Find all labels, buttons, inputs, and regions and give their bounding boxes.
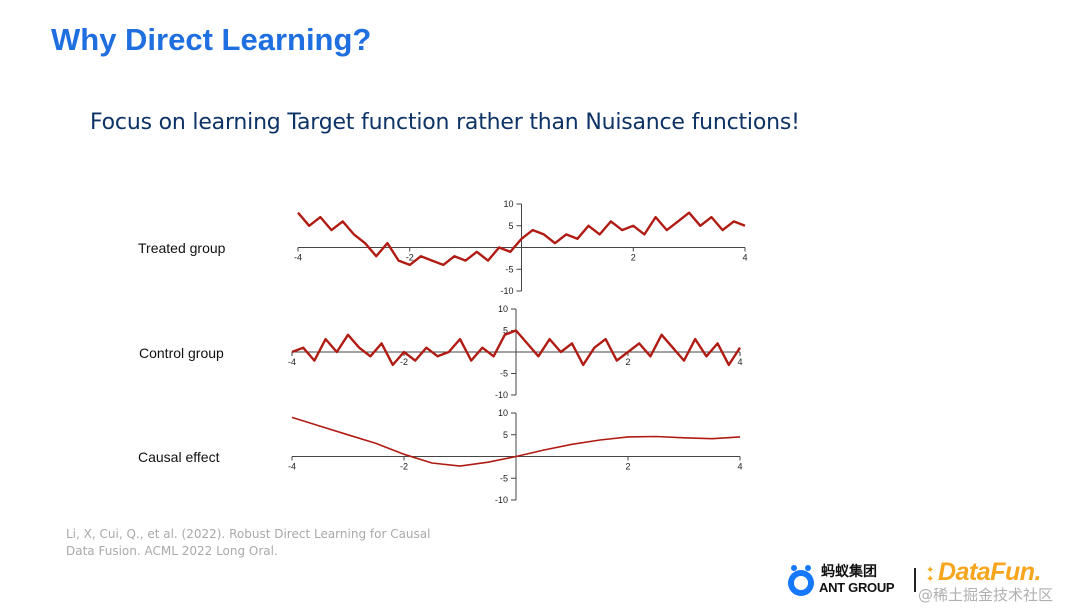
- slide-subtitle: Focus on learning Target function rather…: [90, 110, 800, 135]
- slide-title: Why Direct Learning?: [51, 22, 372, 57]
- y-tick-label: -10: [500, 286, 513, 296]
- y-tick-label: -10: [495, 495, 508, 505]
- row-label: Causal effect: [138, 449, 220, 465]
- x-tick-label: 2: [625, 462, 630, 472]
- x-tick-label: -4: [288, 462, 296, 472]
- row-label: Treated group: [138, 240, 226, 256]
- y-tick-label: 5: [508, 221, 513, 231]
- y-tick-label: 10: [503, 199, 513, 209]
- watermark: @稀土掘金技术社区: [918, 586, 1054, 604]
- x-tick-label: -4: [294, 253, 302, 263]
- logo-divider: [914, 568, 916, 592]
- x-tick-label: 4: [737, 357, 742, 367]
- datafun-logo: ✦ ✦ DataFun.: [926, 558, 1076, 598]
- datafun-wordmark: DataFun.: [938, 558, 1041, 586]
- x-tick-label: 2: [631, 253, 636, 263]
- y-tick-label: 10: [498, 408, 508, 418]
- x-tick-label: -2: [400, 462, 408, 472]
- series-line: [291, 416, 741, 467]
- y-tick-label: 5: [503, 430, 508, 440]
- x-tick-label: -2: [400, 357, 408, 367]
- y-tick-label: -5: [505, 264, 513, 274]
- ant-group-logo: 蚂蚁集团 ANT GROUP: [785, 558, 905, 598]
- x-tick-label: 2: [625, 357, 630, 367]
- y-tick-label: -5: [500, 369, 508, 379]
- datafun-sparkle-icon: ✦ ✦: [926, 565, 935, 585]
- y-tick-label: 10: [498, 304, 508, 314]
- y-tick-label: 5: [503, 326, 508, 336]
- ant-icon: [788, 565, 814, 596]
- ant-group-cn-name: 蚂蚁集团: [821, 564, 877, 580]
- citation: Li, X, Cui, Q., et al. (2022). Robust Di…: [66, 527, 431, 558]
- y-tick-label: -5: [500, 473, 508, 483]
- x-tick-label: -4: [288, 357, 296, 367]
- series-line: [297, 211, 746, 267]
- y-tick-label: -10: [495, 390, 508, 400]
- x-tick-label: 4: [742, 253, 747, 263]
- ant-group-en-name: ANT GROUP: [819, 580, 895, 595]
- series-line: [291, 329, 742, 367]
- x-tick-label: -2: [406, 253, 414, 263]
- x-tick-label: 4: [737, 462, 742, 472]
- row-label: Control group: [139, 345, 224, 361]
